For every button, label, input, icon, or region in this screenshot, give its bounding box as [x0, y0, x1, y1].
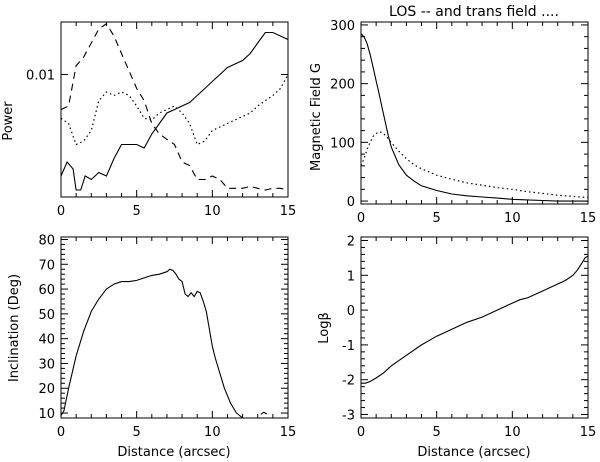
field-y-tick-label: 300	[330, 19, 355, 34]
inclination-y-tick-label: 20	[38, 382, 55, 397]
logbeta-x-tick-label: 10	[504, 425, 521, 440]
logbeta-y-axis-label: Logβ	[317, 312, 332, 344]
inclination-panel: 0 5 10 15 10 20 30 40 50 60 70 80 Inclination (Deg)…	[7, 233, 296, 460]
logbeta-frame	[360, 236, 589, 419]
power-series-dashed	[61, 23, 288, 191]
field-title: LOS -- and trans field ....	[389, 4, 559, 20]
logbeta-y-tick-label: -1	[342, 339, 355, 354]
inclination-y-tick-label: 80	[38, 233, 55, 248]
inclination-series-fragment	[260, 411, 268, 415]
logbeta-y-tick-label: -3	[342, 409, 355, 424]
logbeta-panel: 0 5 10 15 -3 -2 -1 0 1 2 Logβ Distance (arcsec)	[317, 234, 596, 460]
field-y-tick-label: 100	[330, 136, 355, 151]
inclination-y-tick-label: 50	[38, 308, 55, 323]
field-y-axis-label: Magnetic Field G	[309, 63, 324, 171]
inclination-y-tick-label: 40	[38, 333, 55, 348]
inclination-y-tick-label: 30	[38, 357, 55, 372]
logbeta-y-tick-label: 0	[347, 304, 355, 319]
power-x-tick-label: 5	[133, 204, 141, 219]
power-plot-area: 0 5 10 15 0.01	[26, 21, 297, 219]
power-panel: 0 5 10 15 0.01 Power	[1, 21, 297, 219]
logbeta-x-tick-label: 15	[580, 425, 597, 440]
inclination-series-inclination	[61, 268, 243, 418]
logbeta-plot-area: 0 5 10 15 -3 -2 -1 0 1 2	[342, 234, 596, 440]
field-y-tick-label: 200	[330, 78, 355, 93]
field-y-tick-label: 0	[347, 195, 355, 210]
power-y-axis-label: Power	[1, 101, 16, 141]
field-x-tick-label: 5	[433, 211, 441, 226]
inclination-y-tick-label: 10	[38, 407, 55, 422]
field-panel: 0 5 10 15 0 100 200 300 LOS -- and trans field …	[309, 4, 596, 226]
power-x-tick-label: 15	[280, 204, 297, 219]
inclination-x-axis-label: Distance (arcsec)	[117, 445, 230, 460]
field-series-LOS	[361, 33, 588, 202]
logbeta-x-tick-label: 0	[357, 425, 365, 440]
field-x-tick-label: 10	[504, 211, 521, 226]
inclination-y-axis-label: Inclination (Deg)	[7, 274, 22, 382]
power-x-tick-label: 10	[204, 204, 221, 219]
inclination-x-tick-label: 15	[280, 425, 297, 440]
field-plot-area: 0 5 10 15 0 100 200 300	[330, 19, 596, 226]
logbeta-x-tick-label: 5	[433, 425, 441, 440]
logbeta-y-tick-label: 1	[347, 269, 355, 284]
field-frame	[360, 21, 589, 205]
inclination-x-tick-label: 5	[133, 425, 141, 440]
inclination-x-tick-label: 10	[204, 425, 221, 440]
logbeta-series-logbeta	[361, 255, 588, 384]
power-y-tick-label: 0.01	[26, 69, 55, 84]
inclination-x-tick-label: 0	[57, 425, 65, 440]
field-x-tick-label: 15	[580, 211, 597, 226]
power-x-tick-label: 0	[57, 204, 65, 219]
inclination-frame	[60, 236, 289, 419]
logbeta-y-tick-label: -2	[342, 374, 355, 389]
inclination-plot-area: 0 5 10 15 10 20 30 40 50 60 70 80	[38, 233, 296, 440]
field-x-tick-label: 0	[357, 211, 365, 226]
inclination-y-tick-label: 70	[38, 258, 55, 273]
logbeta-y-tick-label: 2	[347, 234, 355, 249]
field-series-trans	[361, 131, 588, 199]
logbeta-x-axis-label: Distance (arcsec)	[417, 445, 530, 460]
inclination-y-tick-label: 60	[38, 283, 55, 298]
power-series-solid	[61, 31, 288, 191]
